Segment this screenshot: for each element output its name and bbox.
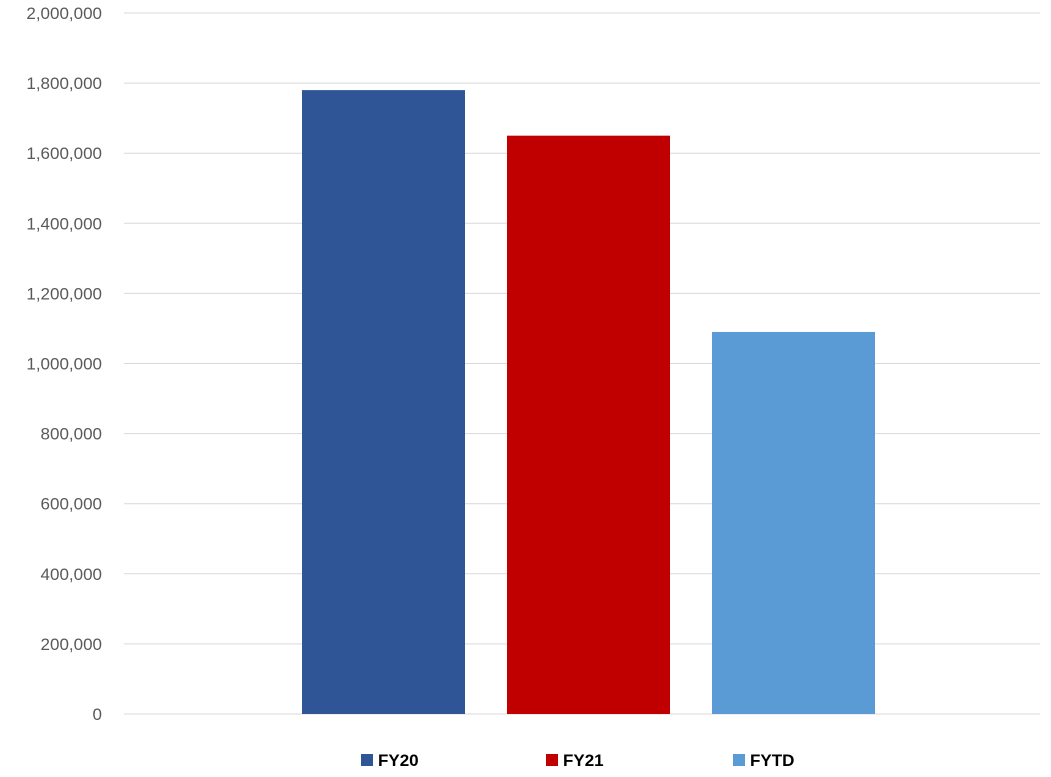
y-tick-label: 600,000 [41,495,102,514]
y-tick-label: 1,800,000 [26,74,102,93]
bar-fy21 [507,135,670,715]
y-tick-label: 200,000 [41,635,102,654]
y-tick-label: 1,000,000 [26,355,102,374]
bars [302,90,875,715]
legend-swatch-fytd [733,754,745,766]
y-tick-label: 1,200,000 [26,284,102,303]
bar-fytd [712,331,875,714]
y-axis-ticks: 0 200,000 400,000 600,000 800,000 1,000,000 1,… [26,4,102,724]
y-tick-label: 0 [93,705,102,724]
bar-fy20 [302,90,465,715]
y-tick-label: 2,000,000 [26,4,102,23]
y-tick-label: 1,600,000 [26,144,102,163]
y-tick-label: 1,400,000 [26,214,102,233]
legend-label-fy20: FY20 [378,751,419,770]
y-tick-label: 400,000 [41,565,102,584]
legend-label-fy21: FY21 [563,751,604,770]
legend-swatch-fy21 [546,754,558,766]
legend-label-fytd: FYTD [750,751,794,770]
y-tick-label: 800,000 [41,425,102,444]
legend: FY20 FY21 FYTD [361,751,794,770]
legend-swatch-fy20 [361,754,373,766]
